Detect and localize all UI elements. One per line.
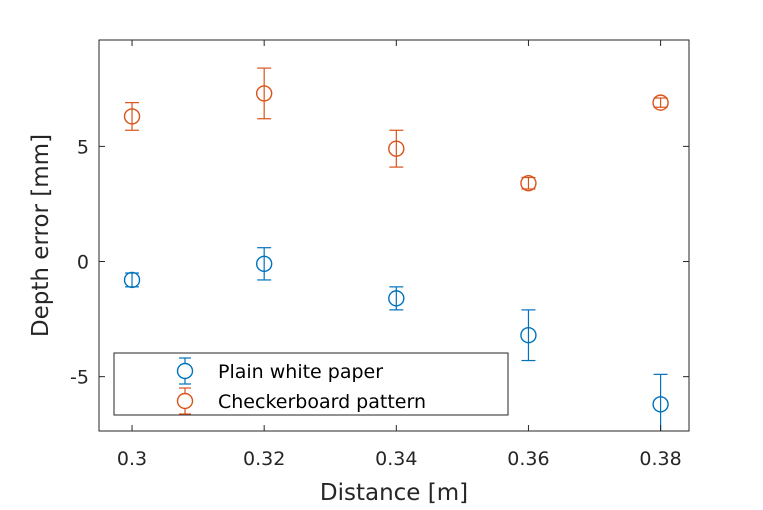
data-point — [652, 94, 669, 111]
y-axis-title: Depth error [mm] — [28, 134, 54, 337]
data-point — [123, 271, 141, 289]
data-point — [388, 286, 405, 311]
data-marks — [123, 67, 669, 431]
legend-entry: Plain white paper — [176, 357, 383, 385]
legend-marker — [176, 362, 194, 380]
legend-label: Plain white paper — [218, 361, 383, 383]
data-point — [123, 102, 141, 131]
marker-circle — [520, 175, 537, 192]
x-tick-label: 0.32 — [243, 448, 285, 470]
data-point — [520, 175, 537, 192]
marker-circle — [255, 85, 273, 102]
marker-circle — [123, 108, 141, 125]
marker-circle — [652, 396, 669, 413]
data-point — [255, 67, 273, 120]
marker-circle — [388, 290, 405, 307]
series-2 — [123, 67, 669, 192]
legend-entry: Checkerboard pattern — [176, 387, 426, 415]
x-tick-label: 0.34 — [375, 448, 417, 470]
marker-circle — [520, 327, 537, 344]
legend-marker — [176, 392, 194, 410]
legend: Plain white paper Checkerboard pattern — [113, 352, 509, 416]
axes: 0.3 0.32 0.34 0.36 0.38 -5 0 5 — [70, 39, 690, 470]
data-point — [652, 373, 669, 431]
legend-label: Checkerboard pattern — [218, 391, 426, 413]
series-1 — [123, 247, 669, 431]
data-point — [388, 129, 405, 168]
marker-circle — [255, 255, 273, 273]
x-tick-label: 0.36 — [507, 448, 549, 470]
data-point — [255, 247, 273, 281]
x-axis-title: Distance [m] — [320, 480, 468, 506]
x-tick-label: 0.38 — [639, 448, 681, 470]
y-tick-label: 5 — [77, 136, 89, 158]
marker-circle — [652, 94, 669, 111]
y-tick-label: 0 — [77, 252, 89, 274]
axes-box — [98, 39, 690, 432]
marker-circle — [388, 140, 405, 157]
x-tick-label: 0.3 — [117, 448, 147, 470]
data-point — [520, 309, 537, 362]
marker-circle — [123, 271, 141, 289]
y-tick-label: -5 — [70, 367, 89, 389]
